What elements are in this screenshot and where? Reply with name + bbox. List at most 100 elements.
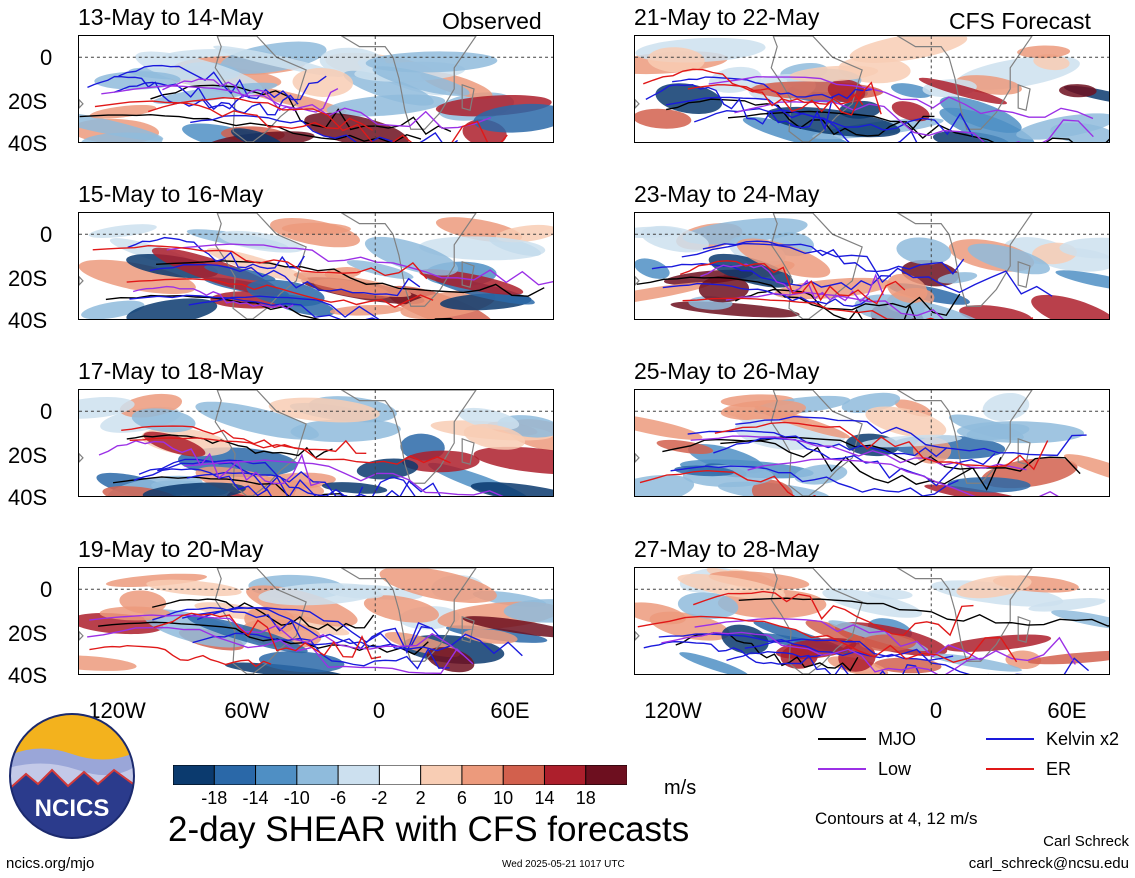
shear-anomaly-blob (860, 434, 963, 448)
panel-title-fc-1: 21-May to 22-May (634, 4, 820, 30)
map-panel-obs-1 (78, 35, 554, 143)
colorbar-tick: -2 (371, 788, 388, 808)
contour-line (734, 100, 1094, 142)
contour-line (687, 84, 864, 106)
coastline (896, 213, 1033, 307)
colorbar-swatch (420, 765, 463, 785)
colorbar-tick: -10 (283, 788, 310, 808)
shear-anomaly-blob (79, 655, 137, 671)
shear-anomaly-blob (641, 225, 709, 253)
y-tick: 0 (40, 577, 53, 602)
colorbar-tick: -14 (242, 788, 269, 808)
shear-anomaly-blob (329, 304, 404, 316)
contour-line (679, 260, 906, 305)
coastline (340, 568, 477, 662)
shear-anomaly-blob (635, 108, 692, 129)
contour-line (79, 114, 422, 142)
shear-anomaly-blob (79, 397, 135, 419)
y-tick: 20S (8, 443, 48, 468)
shear-anomaly-blob (698, 275, 750, 303)
contour-line (639, 469, 817, 496)
shear-anomaly-blob (268, 397, 380, 423)
contour-line (147, 97, 508, 142)
y-tick: 0 (40, 399, 53, 424)
heatmap (79, 213, 553, 319)
y-tick: 40S (8, 485, 48, 510)
contour-line (670, 465, 959, 496)
contour-line (94, 100, 374, 131)
coastline (79, 630, 84, 641)
contour-line (101, 85, 491, 129)
colorbar-tick: 14 (534, 788, 555, 808)
y-tick: 0 (40, 222, 53, 247)
coastline (79, 275, 84, 286)
colorbar-unit: m/s (664, 777, 697, 799)
main-title: 2-day SHEAR with CFS forecasts (168, 810, 690, 849)
shear-anomaly-blob (865, 406, 947, 438)
colorbar-swatch (337, 765, 381, 785)
x-tick: 60W (224, 698, 270, 723)
contour-line (138, 458, 416, 496)
shear-anomaly-blob (929, 653, 1022, 672)
site-url[interactable]: ncics.org/mjo (6, 855, 95, 872)
contour-line (643, 68, 882, 116)
contour-line (190, 114, 459, 142)
shear-anomaly-blob (503, 599, 553, 623)
contour-line (87, 75, 251, 110)
shear-anomaly-blob (966, 423, 1030, 441)
shear-anomaly-blob (956, 575, 1032, 599)
coastline (770, 568, 863, 674)
contour-line (127, 236, 305, 270)
shear-anomaly-blob (346, 260, 414, 280)
y-tick: 20S (8, 621, 48, 646)
shear-anomaly-blob (1027, 650, 1109, 665)
shear-anomaly-blob (754, 406, 850, 439)
forecast-label: CFS Forecast (949, 8, 1091, 34)
coastline (79, 98, 84, 109)
heatmap (635, 213, 1109, 319)
coastline (214, 568, 307, 674)
map-panel-fc-4 (634, 567, 1110, 675)
coastline (635, 630, 640, 641)
shear-anomaly-blob (356, 458, 419, 480)
shear-anomaly-blob (126, 298, 218, 319)
author-email[interactable]: carl_schreck@ncsu.edu (968, 855, 1129, 872)
shear-anomaly-blob (635, 413, 703, 440)
shear-anomaly-blob (896, 237, 952, 265)
map-panel-obs-2 (78, 212, 554, 320)
shear-anomaly-blob (79, 259, 196, 295)
shear-anomaly-blob (419, 236, 546, 261)
contour-line (651, 262, 892, 291)
shear-anomaly-blob (142, 482, 246, 496)
contour-line (693, 590, 974, 637)
coastline (896, 568, 1033, 662)
x-tick: 0 (372, 698, 386, 723)
coastline (340, 213, 477, 307)
contour-line (643, 641, 824, 665)
shear-anomaly-blob (364, 236, 459, 276)
contour-line (714, 421, 1049, 471)
shear-anomaly-blob (1028, 597, 1106, 612)
shear-anomaly-blob (463, 629, 518, 644)
x-tick: 0 (929, 698, 943, 723)
x-tick: 60W (781, 698, 827, 723)
contour-line (132, 285, 294, 310)
contour-line (725, 291, 944, 319)
shear-anomaly-blob (635, 282, 712, 308)
panel-title-obs-1: 13-May to 14-May (78, 4, 264, 30)
shear-anomaly-blob (945, 634, 1052, 652)
map-panel-fc-3 (634, 389, 1110, 497)
y-tick: 20S (8, 266, 48, 291)
contour-line (98, 440, 321, 487)
legend-label-low: Low (878, 759, 912, 779)
colorbar-swatch (502, 765, 546, 785)
shear-anomaly-blob (635, 474, 695, 496)
contour-line (181, 607, 523, 657)
map-panel-obs-3 (78, 389, 554, 497)
shear-anomaly-blob (982, 392, 1030, 421)
heatmap (79, 36, 553, 142)
shear-anomaly-blob (891, 101, 930, 122)
shear-anomaly-blob (937, 272, 978, 284)
shear-anomaly-blob (463, 424, 526, 450)
shear-anomaly-blob (647, 47, 705, 73)
